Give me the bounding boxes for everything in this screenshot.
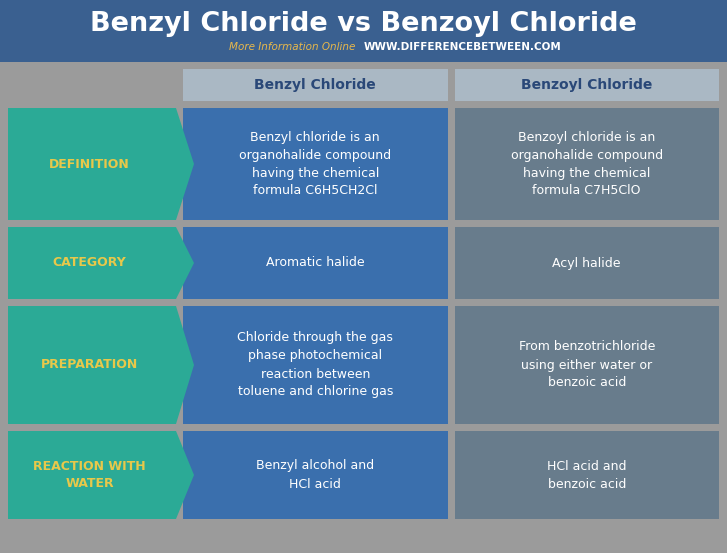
FancyBboxPatch shape	[183, 227, 448, 299]
Text: Benzyl alcohol and
HCl acid: Benzyl alcohol and HCl acid	[256, 460, 374, 491]
Text: Chloride through the gas
phase photochemical
reaction between
toluene and chlori: Chloride through the gas phase photochem…	[237, 331, 393, 399]
Text: CATEGORY: CATEGORY	[52, 257, 126, 269]
FancyBboxPatch shape	[454, 306, 719, 424]
Text: Benzoyl Chloride: Benzoyl Chloride	[521, 78, 652, 92]
Text: HCl acid and
benzoic acid: HCl acid and benzoic acid	[547, 460, 627, 491]
FancyBboxPatch shape	[454, 227, 719, 299]
FancyBboxPatch shape	[183, 108, 448, 220]
Text: Benzyl Chloride: Benzyl Chloride	[254, 78, 376, 92]
Polygon shape	[8, 227, 194, 299]
Text: More Information Online: More Information Online	[228, 41, 361, 51]
Text: Benzoyl chloride is an
organohalide compound
having the chemical
formula C7H5ClO: Benzoyl chloride is an organohalide comp…	[510, 131, 663, 197]
Text: DEFINITION: DEFINITION	[49, 158, 130, 170]
Text: From benzotrichloride
using either water or
benzoic acid: From benzotrichloride using either water…	[518, 341, 655, 389]
Text: Aromatic halide: Aromatic halide	[266, 257, 364, 269]
FancyBboxPatch shape	[0, 0, 727, 62]
Polygon shape	[8, 431, 194, 519]
Text: PREPARATION: PREPARATION	[41, 358, 138, 372]
FancyBboxPatch shape	[183, 306, 448, 424]
FancyBboxPatch shape	[454, 69, 719, 101]
Text: Benzyl chloride is an
organohalide compound
having the chemical
formula C6H5CH2C: Benzyl chloride is an organohalide compo…	[239, 131, 391, 197]
Text: REACTION WITH
WATER: REACTION WITH WATER	[33, 460, 146, 490]
Text: Benzyl Chloride vs Benzoyl Chloride: Benzyl Chloride vs Benzoyl Chloride	[90, 11, 637, 36]
FancyBboxPatch shape	[183, 69, 448, 101]
Text: WWW.DIFFERENCEBETWEEN.COM: WWW.DIFFERENCEBETWEEN.COM	[364, 41, 561, 51]
FancyBboxPatch shape	[454, 431, 719, 519]
FancyBboxPatch shape	[454, 108, 719, 220]
Text: Acyl halide: Acyl halide	[553, 257, 621, 269]
Polygon shape	[8, 306, 194, 424]
Polygon shape	[8, 108, 194, 220]
FancyBboxPatch shape	[183, 431, 448, 519]
